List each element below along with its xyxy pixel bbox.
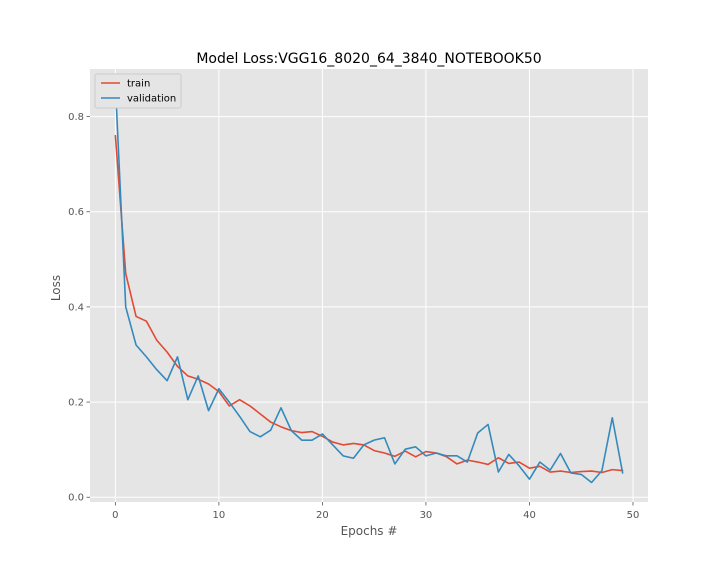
- x-tick-label: 0: [112, 510, 118, 521]
- x-axis-label: Epochs #: [341, 524, 398, 538]
- x-tick-label: 50: [627, 510, 640, 521]
- legend-label-train: train: [127, 79, 150, 90]
- plot-area: [90, 69, 648, 502]
- series-layer: [114, 82, 624, 484]
- chart-title: Model Loss:VGG16_8020_64_3840_NOTEBOOK50: [196, 51, 541, 67]
- y-axis-label: Loss: [49, 275, 63, 301]
- ticks: 0 10 20 30 40 50 0.0 0.2 0.4 0.6 0.8: [68, 112, 639, 521]
- y-tick-label: 0.2: [68, 398, 84, 409]
- legend: train validation: [94, 73, 182, 109]
- legend-label-validation: validation: [127, 94, 176, 105]
- y-tick-label: 0.6: [68, 207, 84, 218]
- y-tick-label: 0.8: [68, 112, 84, 123]
- y-tick-label: 0.0: [68, 493, 84, 504]
- x-tick-label: 20: [316, 510, 329, 521]
- x-tick-label: 10: [213, 510, 226, 521]
- x-tick-label: 40: [523, 510, 536, 521]
- grid: [90, 69, 648, 502]
- y-tick-label: 0.4: [68, 302, 84, 313]
- series-line-validation: [114, 82, 624, 484]
- x-tick-label: 30: [420, 510, 433, 521]
